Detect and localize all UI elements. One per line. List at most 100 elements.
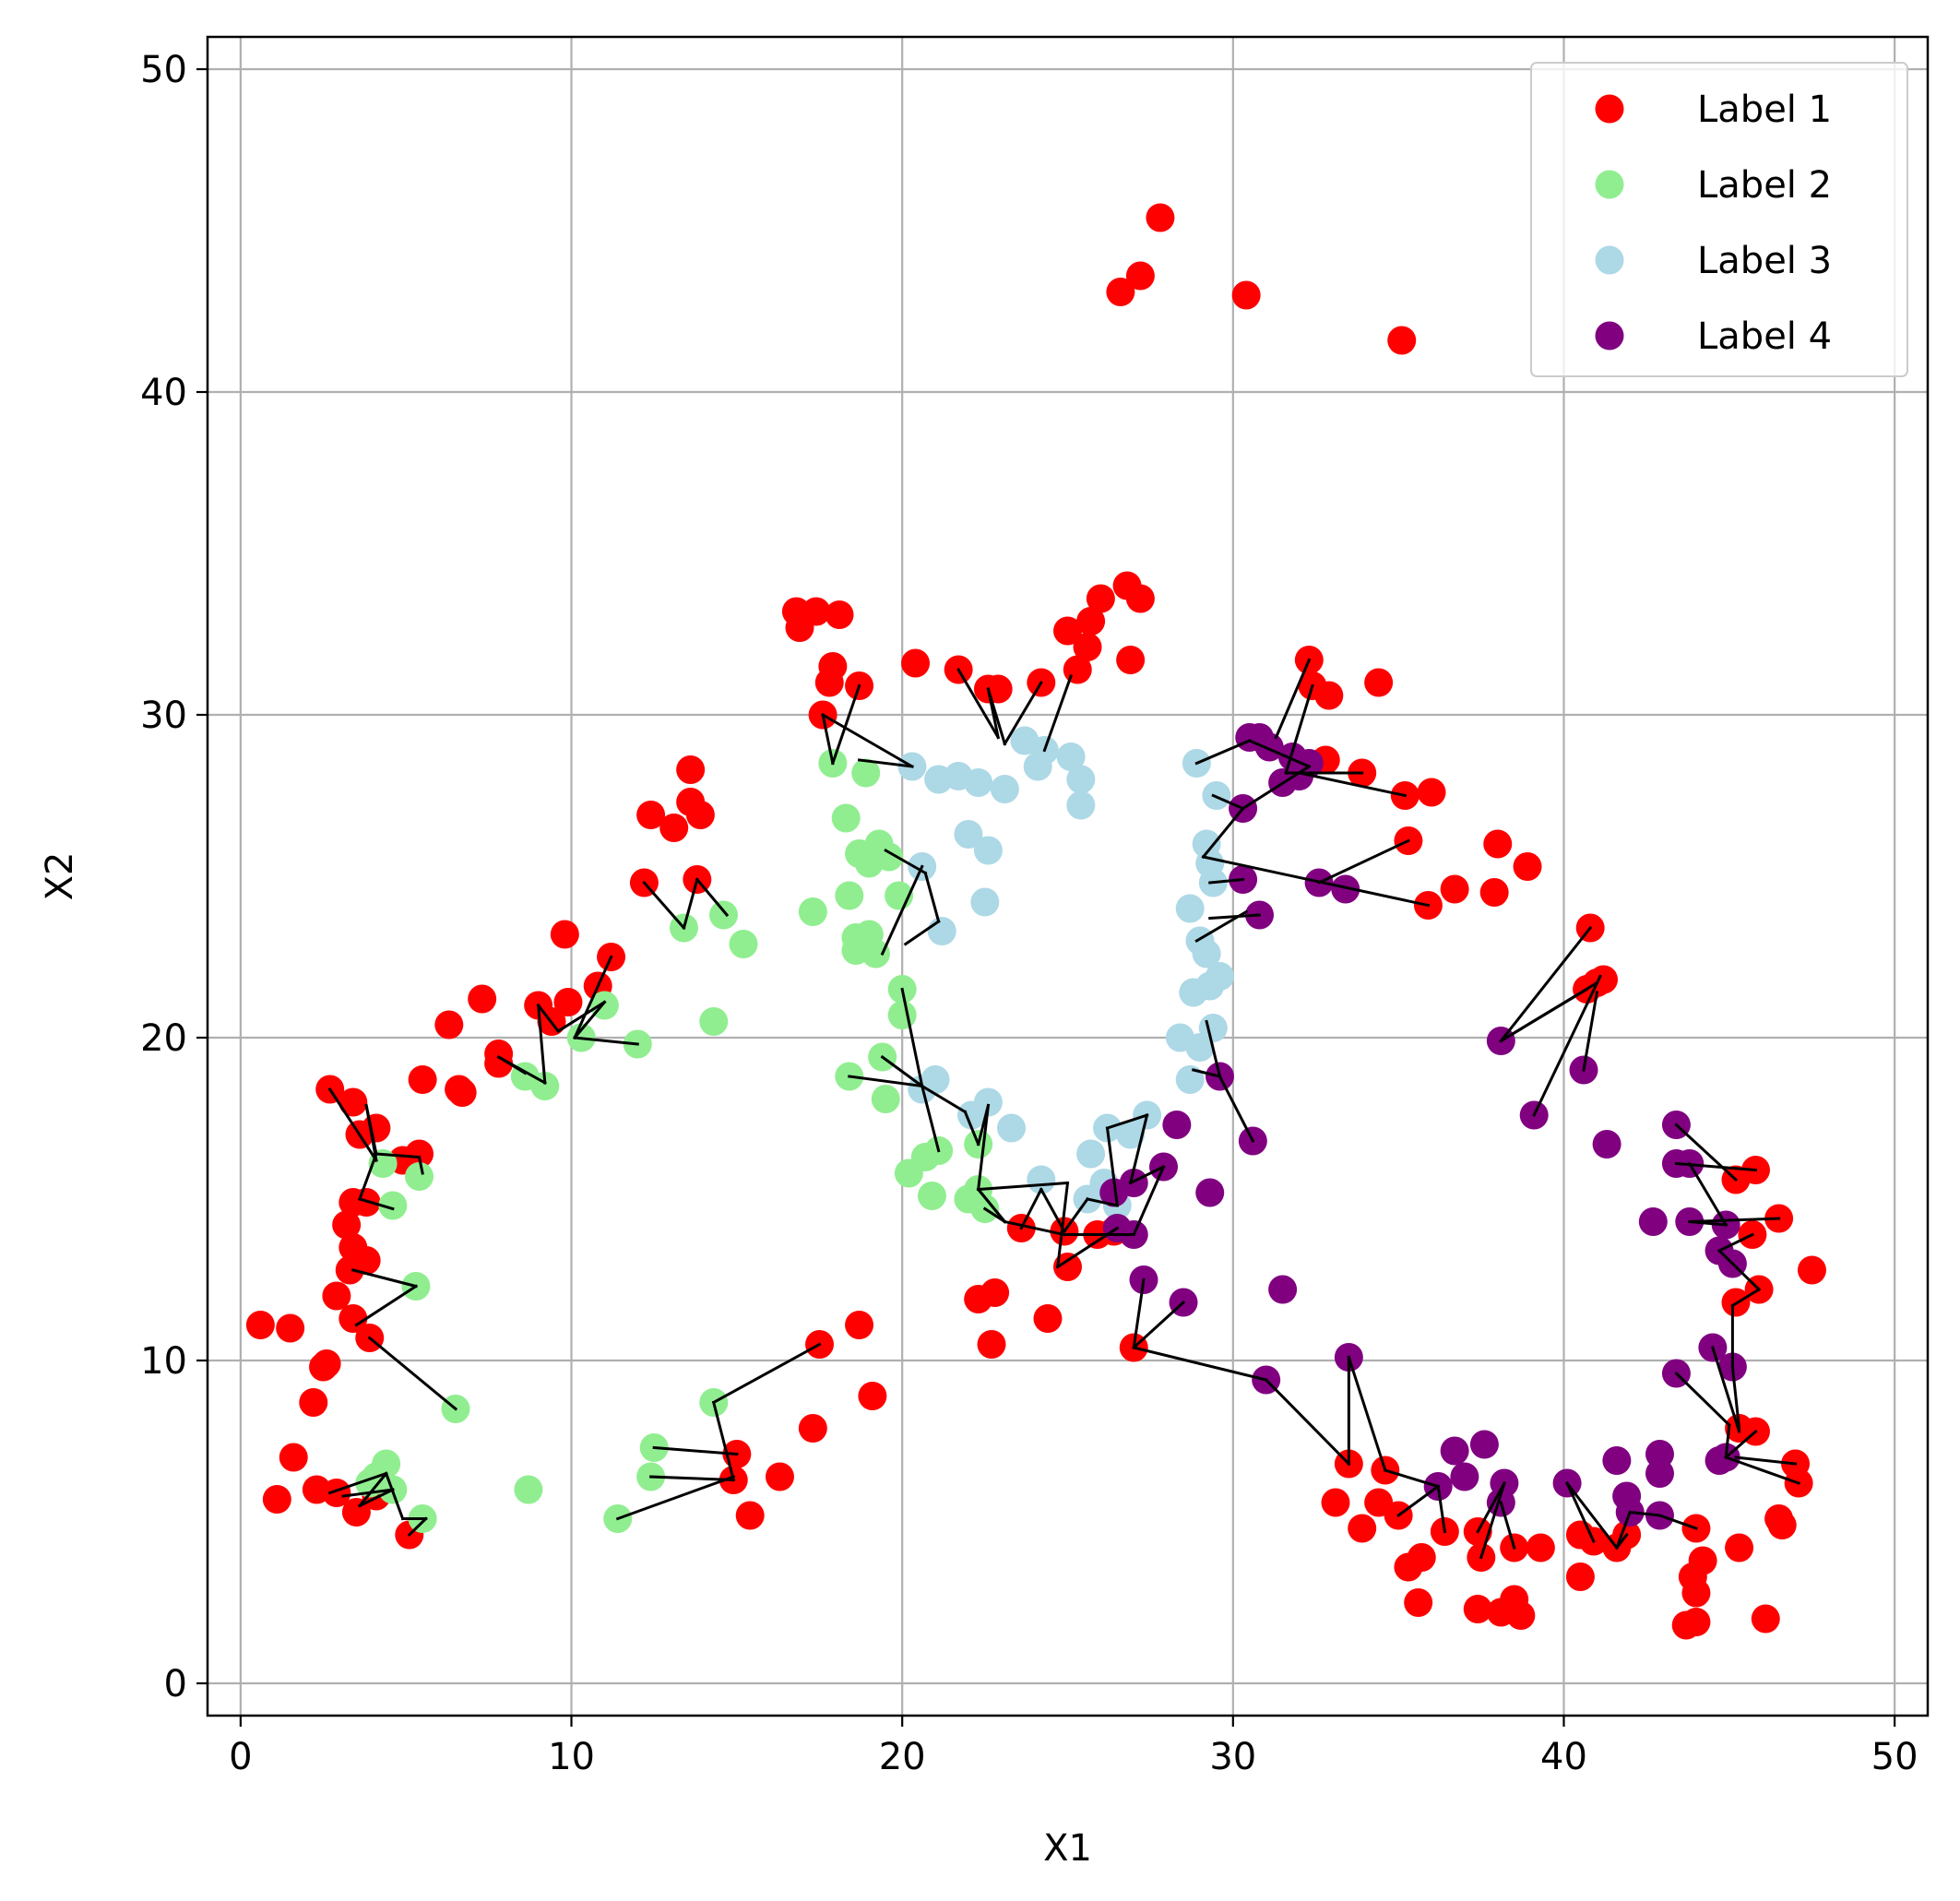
connector-segment [1191,1068,1222,1078]
scatter-point-4 [1450,1462,1479,1491]
scatter-point-1 [765,1462,794,1491]
connector-segment [572,1000,607,1040]
connector-segment [1003,680,1043,746]
scatter-point-2 [514,1475,543,1504]
scatter-point-3 [1066,765,1096,794]
connector-segment [573,1036,639,1046]
scatter-point-1 [1146,203,1175,232]
scatter-point-3 [1076,1139,1106,1169]
connector-segment [963,1110,980,1147]
connector-segment [956,667,1001,740]
scatter-point-1 [1348,1514,1377,1543]
connector-segment [1476,1480,1506,1534]
scatter-point-4 [1162,1111,1192,1139]
connector-segment [857,758,914,768]
scatter-point-1 [1417,778,1446,807]
connector-segment [417,1155,424,1175]
connector-segment [976,1103,991,1192]
scatter-point-1 [901,648,931,678]
scatter-point-1 [977,1330,1006,1359]
y-tick-label: 10 [140,1340,187,1383]
connector-segment [848,1075,924,1088]
y-tick-label: 30 [140,695,187,737]
connector-segment [1039,1187,1066,1234]
scatter-point-1 [1231,280,1261,310]
connector-segment [358,1152,378,1201]
scatter-point-1 [1125,584,1155,613]
scatter-point-2 [729,930,758,958]
connector-segment [407,1516,428,1538]
legend: Label 1 Label 2 Label 3 Label 4 [1530,62,1908,377]
scatter-point-2 [887,1001,917,1029]
connector-segment [1657,1514,1698,1530]
connector-segment [1710,1346,1741,1433]
connector-segment [1003,1219,1066,1237]
scatter-point-1 [408,1065,437,1094]
connector-segment [341,1488,395,1498]
scatter-point-1 [814,668,844,697]
connector-segment [1499,987,1589,1043]
connector-segment [1687,1161,1728,1228]
scatter-point-1 [1513,852,1542,881]
connector-segment [1614,1510,1633,1550]
scatter-point-1 [1479,878,1509,907]
connector-segment [1499,1501,1516,1550]
scatter-point-3 [927,917,956,945]
connector-segment [1132,1300,1186,1350]
scatter-point-4 [1705,1446,1734,1475]
connector-segment [615,1475,736,1521]
connector-segment [357,1487,395,1508]
scatter-point-1 [245,1311,275,1339]
connector-segment [695,877,730,918]
x-tick-label: 0 [229,1736,252,1778]
scatter-point-1 [447,1078,477,1107]
connector-segment [556,1000,607,1034]
scatter-point-1 [1483,829,1513,859]
connector-segment [1383,1468,1441,1489]
connector-segment [1019,1187,1043,1230]
connector-segment [649,1475,735,1482]
scatter-point-1 [1387,326,1417,355]
connector-segment [642,880,686,931]
connector-segment [1734,1455,1798,1466]
connector-segment [682,877,699,930]
connector-segment [1055,1226,1120,1269]
scatter-point-2 [874,842,904,872]
legend-marker [1595,94,1624,124]
connector-segment [1717,1232,1754,1253]
connector-segment [652,1445,739,1456]
connector-segment [1674,1123,1739,1182]
connector-segment [1674,1371,1731,1428]
scatter-point-1 [980,1278,1010,1307]
x-tick-label: 30 [1209,1736,1256,1778]
connector-segment [986,687,1007,746]
scatter-point-1 [1106,278,1135,306]
scatter-point-1 [1086,584,1115,613]
scatter-point-3 [1027,1165,1056,1194]
connector-segment [711,1400,736,1482]
connector-segment [903,919,941,946]
scatter-point-1 [1440,874,1469,904]
scatter-point-4 [1268,1275,1298,1304]
scatter-point-1 [468,984,497,1014]
scatter-point-1 [1725,1533,1754,1562]
connector-segment [1056,1181,1070,1269]
scatter-point-2 [378,1191,408,1220]
connector-segment [830,683,861,766]
connector-segment [1396,1484,1441,1518]
scatter-point-2 [831,803,861,833]
scatter-point-4 [1099,1178,1129,1207]
connector-segment [1201,855,1431,908]
connector-segment [364,1103,378,1156]
x-tick-label: 40 [1540,1736,1587,1778]
scatter-point-4 [1469,1430,1499,1459]
connector-segment [1194,739,1252,766]
connector-segment [1582,991,1599,1072]
scatter-point-1 [1364,668,1394,697]
connector-segment [1565,1481,1596,1543]
connector-segment [1208,877,1245,885]
connector-segment [327,1471,388,1495]
scatter-point-4 [1645,1459,1674,1488]
scatter-point-3 [1175,1065,1205,1094]
